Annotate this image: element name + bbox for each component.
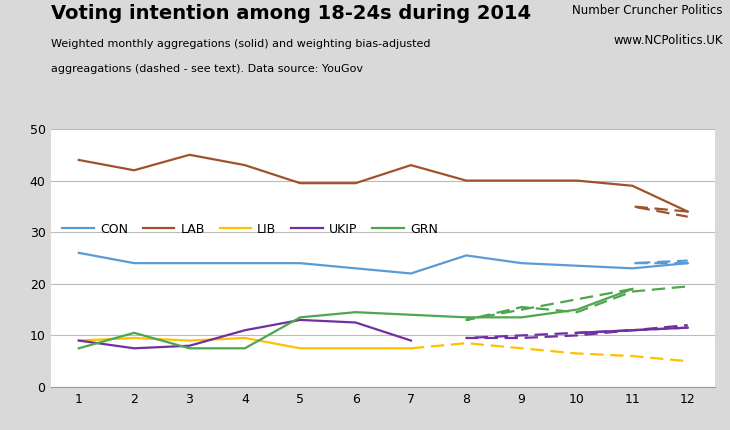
Text: www.NCPolitics.UK: www.NCPolitics.UK — [613, 34, 723, 47]
Text: aggreagations (dashed - see text). Data source: YouGov: aggreagations (dashed - see text). Data … — [51, 64, 363, 74]
Text: Voting intention among 18-24s during 2014: Voting intention among 18-24s during 201… — [51, 4, 531, 23]
Text: Number Cruncher Politics: Number Cruncher Politics — [572, 4, 723, 17]
Legend: CON, LAB, LIB, UKIP, GRN: CON, LAB, LIB, UKIP, GRN — [58, 218, 442, 241]
Text: Weighted monthly aggregations (solid) and weighting bias-adjusted: Weighted monthly aggregations (solid) an… — [51, 39, 431, 49]
